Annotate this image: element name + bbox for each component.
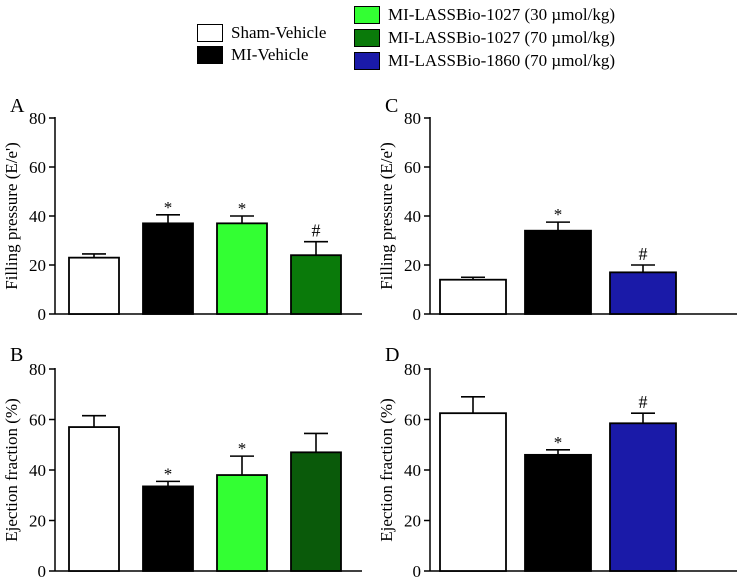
legend-item-mi-vehicle: MI-Vehicle bbox=[197, 44, 308, 66]
asterisk-annotation: * bbox=[164, 464, 173, 483]
legend-swatch-lassbio-1027-30 bbox=[354, 6, 380, 24]
y-tick-label: 40 bbox=[404, 207, 421, 226]
legend-swatch-mi-vehicle bbox=[197, 46, 223, 64]
y-tick-label: 0 bbox=[38, 562, 47, 578]
legend-swatch-lassbio-1860-70 bbox=[354, 52, 380, 70]
legend-swatch-sham-vehicle bbox=[197, 24, 223, 42]
legend: Sham-Vehicle MI-Vehicle MI-LASSBio-1027 … bbox=[0, 0, 750, 80]
bar-c-1 bbox=[439, 278, 507, 315]
y-tick-label: 0 bbox=[38, 305, 47, 324]
legend-item-lassbio-1860-70: MI-LASSBio-1860 (70 µmol/kg) bbox=[354, 50, 615, 72]
bar-c-3 bbox=[609, 271, 677, 315]
y-axis-label: Filling pressure (E/e') bbox=[377, 142, 396, 290]
legend-label-lassbio-1027-70: MI-LASSBio-1027 (70 µmol/kg) bbox=[388, 28, 616, 47]
chart-panel-d: D 0 20 40 60 80 Ejection fraction (%) * # bbox=[377, 344, 737, 578]
y-tick-label: 20 bbox=[29, 512, 46, 531]
y-tick-label: 60 bbox=[29, 158, 46, 177]
bar-d-2 bbox=[524, 453, 592, 572]
bar-b-4 bbox=[290, 451, 342, 572]
y-tick-label: 80 bbox=[404, 109, 421, 128]
y-tick-label: 60 bbox=[404, 411, 421, 430]
chart-panel-b: B 0 20 40 60 80 Ejection fraction (%) * * bbox=[2, 344, 362, 578]
y-tick-label: 40 bbox=[29, 461, 46, 480]
y-tick-label: 20 bbox=[404, 256, 421, 275]
hash-annotation: # bbox=[639, 244, 648, 264]
y-tick-label: 60 bbox=[404, 158, 421, 177]
y-axis-label: Ejection fraction (%) bbox=[2, 398, 21, 542]
hash-annotation: # bbox=[639, 392, 648, 412]
bar-a-2 bbox=[142, 222, 194, 315]
legend-label-mi-vehicle: MI-Vehicle bbox=[231, 45, 309, 64]
y-axis-label: Ejection fraction (%) bbox=[377, 398, 396, 542]
bar-c-2 bbox=[524, 229, 592, 315]
legend-label-sham-vehicle: Sham-Vehicle bbox=[231, 23, 327, 42]
asterisk-annotation: * bbox=[554, 205, 563, 224]
legend-swatch-lassbio-1027-70 bbox=[354, 29, 380, 47]
y-tick-label: 40 bbox=[404, 461, 421, 480]
y-tick-label: 20 bbox=[29, 256, 46, 275]
y-tick-label: 80 bbox=[29, 109, 46, 128]
bar-a-4 bbox=[290, 254, 342, 315]
legend-label-lassbio-1860-70: MI-LASSBio-1860 (70 µmol/kg) bbox=[388, 51, 616, 70]
y-tick-label: 80 bbox=[404, 360, 421, 379]
y-tick-label: 0 bbox=[413, 562, 422, 578]
y-tick-label: 40 bbox=[29, 207, 46, 226]
y-tick-label: 80 bbox=[29, 360, 46, 379]
chart-panel-c: C 0 20 40 60 80 Filling pressure (E/e') * # bbox=[377, 95, 737, 324]
asterisk-annotation: * bbox=[164, 198, 173, 217]
chart-panel-a: A 0 20 40 60 80 Filling pressure (E/e') * * # bbox=[2, 95, 362, 324]
bar-b-1 bbox=[68, 426, 120, 572]
legend-item-lassbio-1027-70: MI-LASSBio-1027 (70 µmol/kg) bbox=[354, 27, 615, 49]
panel-letter-a: A bbox=[10, 95, 25, 117]
hash-annotation: # bbox=[312, 221, 321, 241]
legend-item-lassbio-1027-30: MI-LASSBio-1027 (30 µmol/kg) bbox=[354, 4, 615, 26]
panel-letter-d: D bbox=[385, 344, 399, 366]
legend-label-lassbio-1027-30: MI-LASSBio-1027 (30 µmol/kg) bbox=[388, 5, 616, 24]
y-tick-label: 0 bbox=[413, 305, 422, 324]
legend-item-sham-vehicle: Sham-Vehicle bbox=[197, 22, 326, 44]
asterisk-annotation: * bbox=[238, 199, 247, 218]
panel-letter-c: C bbox=[385, 95, 398, 117]
bar-b-2 bbox=[142, 485, 194, 572]
asterisk-annotation: * bbox=[554, 433, 563, 452]
y-axis-label: Filling pressure (E/e') bbox=[2, 142, 21, 290]
y-tick-label: 60 bbox=[29, 411, 46, 430]
bar-d-1 bbox=[439, 412, 507, 572]
bar-d-3 bbox=[609, 422, 677, 572]
y-tick-label: 20 bbox=[404, 512, 421, 531]
asterisk-annotation: * bbox=[238, 439, 247, 458]
bar-a-1 bbox=[68, 256, 120, 315]
bar-a-3 bbox=[216, 222, 268, 315]
bar-b-3 bbox=[216, 474, 268, 572]
panel-letter-b: B bbox=[10, 344, 23, 366]
